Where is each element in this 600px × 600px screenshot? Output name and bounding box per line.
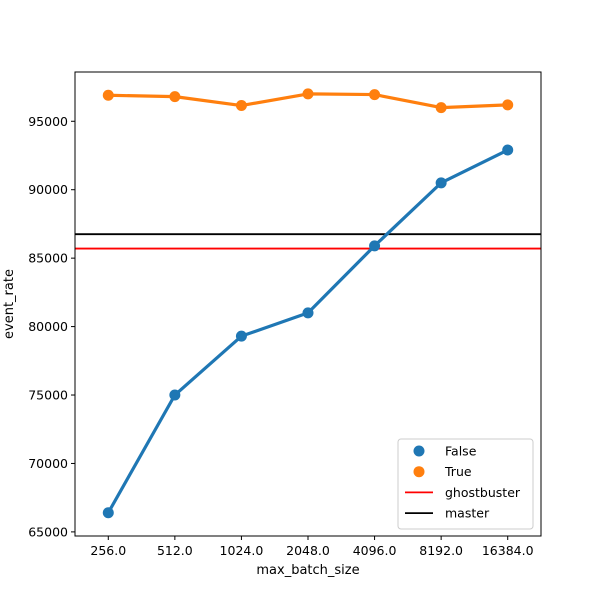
data-point-true-5: [435, 102, 447, 114]
legend-box: [397, 438, 534, 530]
y-tick-label: 80000: [28, 319, 68, 334]
legend-label-ghostbuster: ghostbuster: [445, 485, 521, 500]
legend-label-master: master: [445, 506, 490, 521]
x-tick-label: 2048.0: [286, 543, 330, 558]
plot-area: 256.0 512.0 1024.0 2048.0 4096.0 8192.0 16384.…: [2, 71, 542, 578]
x-tick-label: 1024.0: [220, 543, 264, 558]
data-point-false-2: [235, 330, 247, 342]
legend-label-true: True: [444, 464, 472, 479]
x-tick-label: 8192.0: [419, 543, 463, 558]
y-axis-label: event_rate: [2, 269, 17, 339]
x-tick-label: 4096.0: [353, 543, 397, 558]
data-point-false-0: [102, 507, 114, 519]
data-point-true-1: [169, 91, 181, 103]
y-tick-label: 75000: [28, 388, 68, 403]
y-tick-label: 65000: [28, 524, 68, 539]
x-axis-label: max_batch_size: [256, 563, 359, 578]
legend-label-false: False: [445, 444, 477, 459]
data-point-false-5: [435, 177, 447, 189]
legend: False True ghostbuster master: [397, 438, 534, 530]
legend-marker-true: [413, 466, 425, 478]
y-tick-label: 70000: [28, 456, 68, 471]
data-point-false-6: [502, 144, 514, 156]
data-point-true-6: [502, 99, 514, 111]
x-tick-label: 512.0: [157, 543, 193, 558]
data-point-true-4: [369, 89, 381, 101]
data-point-false-4: [369, 240, 381, 252]
data-point-true-2: [235, 100, 247, 112]
data-point-false-1: [169, 389, 181, 401]
legend-marker-false: [413, 445, 425, 457]
x-tick-label: 256.0: [90, 543, 126, 558]
y-tick-label: 90000: [28, 182, 68, 197]
y-tick-label: 95000: [28, 114, 68, 129]
data-point-true-3: [302, 88, 314, 100]
data-point-false-3: [302, 307, 314, 319]
y-tick-label: 85000: [28, 251, 68, 266]
data-point-true-0: [102, 89, 114, 101]
x-tick-label: 16384.0: [482, 543, 534, 558]
